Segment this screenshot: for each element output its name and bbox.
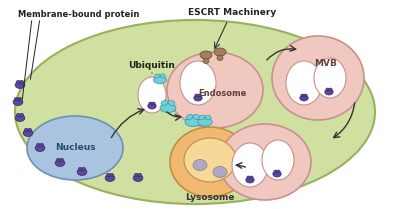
Ellipse shape [35,144,45,152]
Ellipse shape [15,82,25,88]
Ellipse shape [18,97,22,101]
Ellipse shape [262,140,294,180]
Ellipse shape [301,94,304,97]
Ellipse shape [304,94,307,97]
Ellipse shape [214,48,226,56]
Ellipse shape [152,102,155,105]
Text: Nucleus: Nucleus [55,144,95,153]
Ellipse shape [105,175,115,181]
Ellipse shape [203,59,209,64]
Text: Lysosome: Lysosome [185,194,235,203]
Ellipse shape [154,76,166,84]
Ellipse shape [186,114,193,120]
Ellipse shape [286,61,322,105]
Ellipse shape [274,170,277,173]
Ellipse shape [77,168,87,176]
Ellipse shape [198,94,201,97]
Ellipse shape [16,113,20,117]
Ellipse shape [27,116,123,180]
Ellipse shape [40,143,44,147]
Ellipse shape [23,130,33,136]
Ellipse shape [300,95,308,101]
Ellipse shape [329,88,332,91]
Ellipse shape [200,51,212,59]
Text: ESCRT Machinery: ESCRT Machinery [188,8,276,17]
Ellipse shape [273,171,281,177]
Ellipse shape [184,138,236,182]
Ellipse shape [20,80,24,84]
Ellipse shape [170,127,250,197]
Ellipse shape [148,103,156,109]
Ellipse shape [55,159,65,167]
Ellipse shape [168,100,175,106]
Ellipse shape [138,77,166,113]
Ellipse shape [20,113,24,117]
Ellipse shape [185,117,201,126]
Ellipse shape [213,167,227,177]
Ellipse shape [195,94,198,97]
Text: Endosome: Endosome [198,88,246,98]
Ellipse shape [36,143,40,147]
Ellipse shape [82,167,86,171]
Ellipse shape [154,74,160,78]
Ellipse shape [314,58,346,98]
Ellipse shape [325,89,333,95]
Ellipse shape [246,177,254,183]
Ellipse shape [160,103,176,112]
Ellipse shape [193,114,200,120]
Ellipse shape [78,167,82,171]
Ellipse shape [205,115,211,120]
Ellipse shape [277,170,280,173]
Ellipse shape [272,36,364,120]
Ellipse shape [60,158,64,162]
Ellipse shape [198,118,212,126]
Ellipse shape [161,100,168,106]
Ellipse shape [15,20,375,204]
Ellipse shape [110,173,114,177]
Ellipse shape [180,61,216,105]
Ellipse shape [56,158,60,162]
Ellipse shape [326,88,329,91]
Ellipse shape [24,128,28,132]
Ellipse shape [194,95,202,101]
Ellipse shape [167,52,263,128]
Ellipse shape [16,80,20,84]
Ellipse shape [14,97,18,101]
Ellipse shape [28,128,32,132]
Ellipse shape [193,159,207,171]
Ellipse shape [13,98,23,106]
Ellipse shape [219,124,311,200]
Ellipse shape [133,175,143,181]
Ellipse shape [232,143,268,187]
Ellipse shape [138,173,142,177]
Ellipse shape [149,102,152,105]
Ellipse shape [217,56,223,60]
Ellipse shape [15,115,25,121]
Ellipse shape [199,115,205,120]
Ellipse shape [134,173,138,177]
Ellipse shape [250,176,253,179]
Ellipse shape [106,173,110,177]
Text: MVB: MVB [314,60,338,69]
Text: Ubiquitin: Ubiquitin [128,60,176,70]
Ellipse shape [160,74,166,78]
Text: Membrane-bound protein: Membrane-bound protein [18,10,139,19]
Ellipse shape [247,176,250,179]
